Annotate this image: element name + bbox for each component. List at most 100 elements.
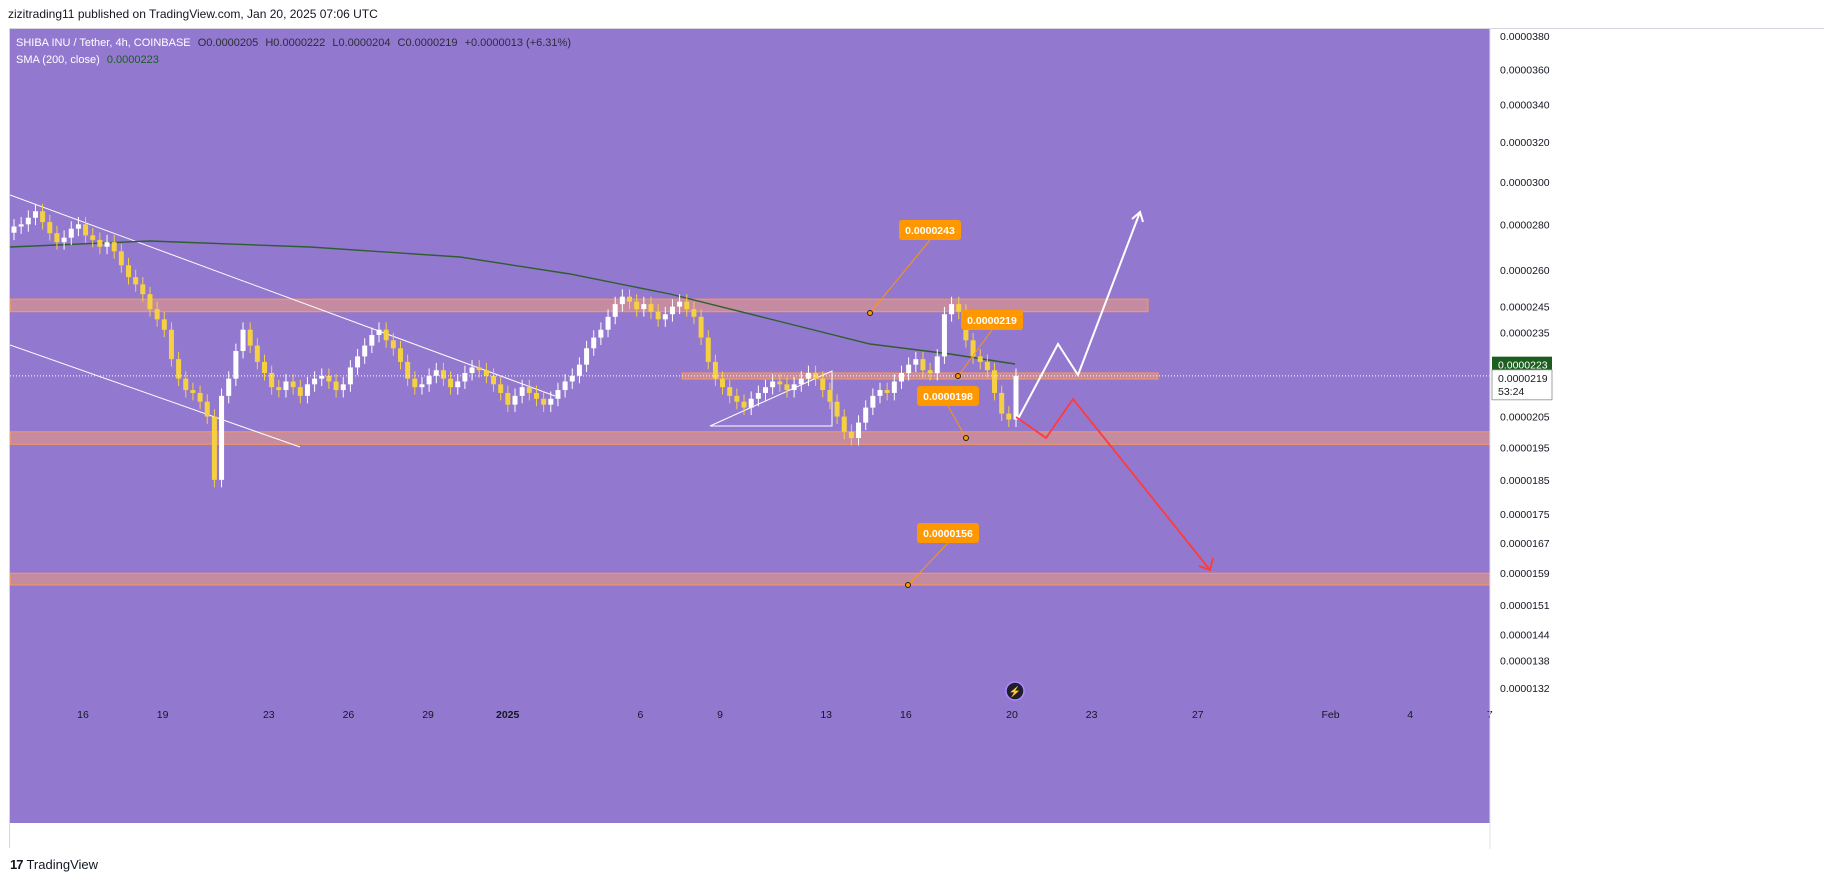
candle-body xyxy=(877,390,883,396)
candle-body xyxy=(376,329,382,335)
candle-body xyxy=(312,378,318,385)
price-tick-label: 0.0000175 xyxy=(1500,509,1550,521)
candle-body xyxy=(168,329,174,360)
candle-body xyxy=(1013,375,1019,420)
candle-body xyxy=(741,401,747,408)
candle-body xyxy=(498,384,504,393)
candle-body xyxy=(190,390,196,393)
candle-body xyxy=(319,375,325,379)
legend-symbol-row: SHIBA INU / Tether, 4h, COINBASE O0.0000… xyxy=(16,35,571,52)
projection-up-path xyxy=(1017,211,1141,420)
candle-body xyxy=(677,301,683,307)
candle-body xyxy=(269,373,275,388)
candle-body xyxy=(83,224,89,236)
candle-body xyxy=(491,375,497,385)
candle-body xyxy=(111,242,117,252)
candle-body xyxy=(419,384,425,388)
candle-body xyxy=(355,356,361,368)
candle-body xyxy=(240,329,246,351)
support-zone xyxy=(10,431,1491,445)
price-tick-label: 0.0000280 xyxy=(1500,219,1550,231)
candle-body xyxy=(183,378,189,391)
time-tick-label: 19 xyxy=(157,709,169,721)
current-price-tag xyxy=(1491,369,1553,401)
candle-body xyxy=(634,301,640,310)
candle-body xyxy=(304,384,310,396)
time-tick-label: 23 xyxy=(263,709,275,721)
candle-body xyxy=(54,233,60,243)
price-tick-label: 0.0000159 xyxy=(1500,568,1550,580)
candle-body xyxy=(533,392,539,399)
chart-svg[interactable]: 0.0000243 0.0000219 0.0000198 0.0000156 ⚡ 0.0… xyxy=(10,29,1825,849)
candle-body xyxy=(748,398,754,408)
candle-body xyxy=(104,242,110,247)
label-0000219-leader xyxy=(957,329,993,377)
candle-body xyxy=(548,398,554,405)
candle-body xyxy=(197,392,203,402)
candle-body xyxy=(992,370,998,393)
price-tick-label: 0.0000245 xyxy=(1500,302,1550,314)
candle-body xyxy=(233,350,239,379)
candle-body xyxy=(848,431,854,438)
candle-body xyxy=(999,392,1005,414)
candle-body xyxy=(712,361,718,379)
candle-body xyxy=(691,309,697,317)
candle-body xyxy=(448,378,454,388)
candle-body xyxy=(219,395,225,480)
candle-body xyxy=(655,311,661,320)
candle-body xyxy=(405,361,411,379)
footer-brand[interactable]: 17 TradingView xyxy=(10,857,98,872)
candle-body xyxy=(333,381,339,391)
candle-body xyxy=(90,235,96,240)
candle-body xyxy=(791,384,797,391)
candle-body xyxy=(262,361,267,374)
candle-body xyxy=(898,373,904,382)
candle-body xyxy=(362,345,368,357)
legend-sma-value: 0.0000223 xyxy=(106,54,159,66)
candle-body xyxy=(541,398,547,405)
candle-body xyxy=(684,301,690,310)
current-price-tag-text: 0.0000219 xyxy=(1498,373,1548,385)
candle-body xyxy=(705,337,711,362)
price-tick-label: 0.0000300 xyxy=(1500,177,1550,189)
candle-body xyxy=(949,304,955,315)
label-0000198-box xyxy=(917,386,979,406)
legend-sma-label: SMA (200, close) xyxy=(16,54,100,66)
price-tick-label: 0.0000320 xyxy=(1500,137,1550,149)
label-0000243-anchor xyxy=(867,310,873,316)
label-0000198-leader xyxy=(947,405,967,439)
candle-body xyxy=(462,373,468,382)
price-tick-label: 0.0000185 xyxy=(1500,475,1550,487)
candle-body xyxy=(25,217,31,225)
price-tick-label: 0.0000260 xyxy=(1500,265,1550,277)
candle-body xyxy=(906,364,912,374)
lower-target-zone xyxy=(10,572,1491,586)
candle-body xyxy=(440,370,446,379)
candle-body xyxy=(863,407,869,423)
candle-body xyxy=(154,309,160,320)
candle-body xyxy=(68,228,74,238)
candle-body xyxy=(526,387,532,393)
label-0000219-text: 0.0000219 xyxy=(967,315,1017,327)
projection-up-arrowhead xyxy=(1131,210,1144,223)
candle-body xyxy=(519,387,525,396)
candle-body xyxy=(147,294,153,310)
legend-sma-row: SMA (200, close) 0.0000223 xyxy=(16,52,571,69)
candle-body xyxy=(698,316,704,338)
label-0000243-text: 0.0000243 xyxy=(905,225,955,237)
candle-body xyxy=(755,392,761,399)
candle-body xyxy=(977,356,983,362)
candle-body xyxy=(276,387,282,391)
candle-body xyxy=(934,356,940,374)
time-tick-label: 6 xyxy=(637,709,643,721)
time-tick-label: 2025 xyxy=(496,709,520,721)
label-0000219-box xyxy=(961,310,1023,330)
candle-body xyxy=(18,224,24,227)
legend-high: H0.0000222 xyxy=(265,37,326,49)
candle-body xyxy=(941,314,947,357)
candle-body xyxy=(591,337,597,349)
price-tick-label: 0.0000340 xyxy=(1500,100,1550,112)
candle-body xyxy=(340,384,346,391)
time-axis-background xyxy=(10,823,1490,849)
candle-body xyxy=(763,387,768,393)
